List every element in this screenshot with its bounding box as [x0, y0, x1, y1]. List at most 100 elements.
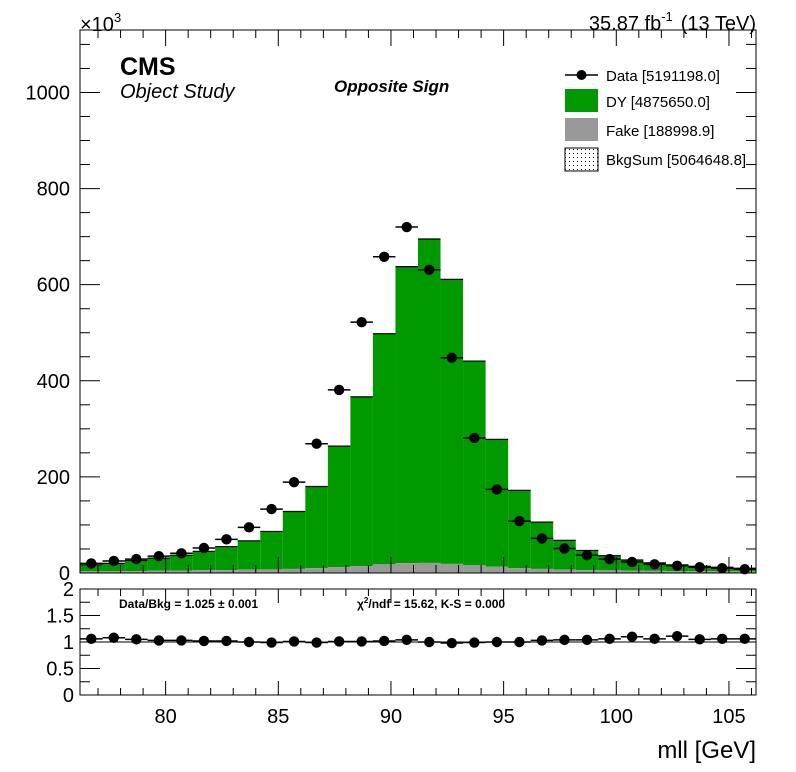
ratio-point	[401, 634, 412, 646]
ratio-point	[581, 634, 593, 646]
dy-bar	[215, 546, 238, 571]
dy-bar	[508, 490, 531, 569]
y-tick-label: 800	[37, 179, 70, 201]
ratio-points	[80, 630, 756, 649]
fake-bar	[260, 569, 283, 573]
ratio-tick-label: 1	[63, 632, 74, 654]
data-point	[694, 562, 705, 573]
data-point	[86, 558, 97, 569]
dy-bar	[327, 446, 351, 568]
data-point	[717, 562, 728, 574]
data-point	[243, 522, 255, 533]
data-point	[401, 221, 412, 233]
ratio-point	[198, 635, 210, 647]
data-point	[424, 264, 435, 275]
data-point	[446, 352, 457, 363]
x-tick-label: 85	[267, 706, 289, 728]
legend: Data [5191198.0] DY [4875650.0] Fake [18…	[564, 68, 746, 172]
data-point	[514, 515, 525, 527]
dy-bar	[350, 396, 373, 567]
fake-bar	[305, 568, 328, 573]
y-tick-label: 600	[37, 275, 70, 297]
y-tick-label: 200	[37, 467, 70, 489]
ratio-point	[379, 635, 390, 647]
ratio-point	[266, 637, 277, 648]
fake-bar	[237, 569, 261, 573]
dy-bar	[463, 361, 486, 566]
study-label: Object Study	[120, 81, 236, 103]
ratio-point	[288, 636, 300, 647]
fake-bar	[530, 568, 554, 573]
data-point	[739, 563, 750, 575]
ratio-point	[424, 636, 435, 648]
fake-bar	[553, 569, 576, 573]
dy-bar	[147, 558, 171, 571]
ratio-point	[356, 636, 367, 647]
dy-bar	[260, 531, 283, 570]
fake-bar	[665, 571, 689, 573]
ratio-point	[153, 635, 165, 646]
dy-bar	[440, 279, 464, 564]
ratio-point	[311, 637, 322, 648]
fake-bar	[170, 570, 193, 573]
ratio-point	[131, 634, 142, 645]
data-point	[581, 550, 593, 561]
x-tick-label: 95	[493, 706, 515, 728]
ratio-point	[671, 630, 683, 642]
cms-label: CMS	[120, 53, 176, 81]
ratio-point	[514, 636, 525, 648]
data-point	[491, 484, 503, 495]
dy-bar	[530, 522, 554, 569]
lumi-label: 35.87 fb-1 (13 TeV)	[589, 9, 756, 35]
data-point	[604, 553, 615, 565]
dy-bar	[485, 439, 509, 567]
y-tick-label: 0	[59, 563, 70, 585]
fake-bar	[508, 568, 531, 573]
data-point	[176, 548, 187, 559]
dy-bar	[192, 551, 216, 571]
fake-bar	[395, 563, 418, 573]
fake-bar	[440, 563, 464, 573]
fake-bar	[643, 570, 666, 573]
data-point	[379, 251, 390, 263]
dy-bar	[237, 540, 261, 570]
x-tick-label: 80	[155, 706, 177, 728]
ratio-axis-ticks: 0 0.5 1 1.5 2 80 85 90 95 100 105	[46, 579, 756, 728]
fake-bar	[372, 564, 396, 573]
data-point	[198, 542, 210, 554]
dy-bar	[305, 486, 328, 569]
dy-bar	[102, 563, 126, 572]
fake-bar	[282, 568, 306, 573]
data-point	[559, 543, 570, 554]
dy-bar	[372, 333, 396, 565]
fake-bar	[147, 570, 171, 573]
x-axis-title: mll [GeV]	[657, 737, 756, 764]
data-point	[266, 503, 277, 515]
main-axis-ticks: 0 200 400 600 800 1000	[26, 30, 756, 585]
ratio-tick-label: 0.5	[46, 659, 74, 681]
chi2-ks-text: χ2/ndf = 15.62, K-S = 0.000	[357, 596, 505, 611]
x-tick-label: 90	[380, 706, 402, 728]
ratio-point	[333, 636, 345, 647]
ratio-point	[86, 633, 97, 645]
data-bkg-ratio-text: Data/Bkg = 1.025 ± 0.001	[119, 597, 258, 611]
data-point	[333, 384, 345, 396]
dy-bar	[553, 540, 576, 570]
svg-text:DY [4875650.0]: DY [4875650.0]	[606, 94, 710, 111]
ratio-point	[694, 634, 705, 645]
fake-bar	[575, 570, 599, 573]
x-tick-label: 100	[600, 706, 633, 728]
data-point	[626, 556, 638, 568]
data-point	[108, 555, 120, 567]
fake-bar	[598, 570, 621, 573]
svg-text:Fake [188998.9]: Fake [188998.9]	[606, 123, 714, 140]
ratio-point	[243, 636, 255, 648]
data-point	[671, 560, 683, 571]
main-plot-border	[79, 29, 757, 574]
dy-bar	[170, 555, 193, 571]
region-label: Opposite Sign	[334, 77, 449, 96]
legend-fake-entry: Fake [188998.9]	[565, 118, 714, 141]
ratio-point	[469, 637, 480, 648]
ratio-tick-label: 1.5	[46, 606, 74, 628]
legend-bkgsum-entry: BkgSum [5064648.8]	[564, 147, 746, 172]
